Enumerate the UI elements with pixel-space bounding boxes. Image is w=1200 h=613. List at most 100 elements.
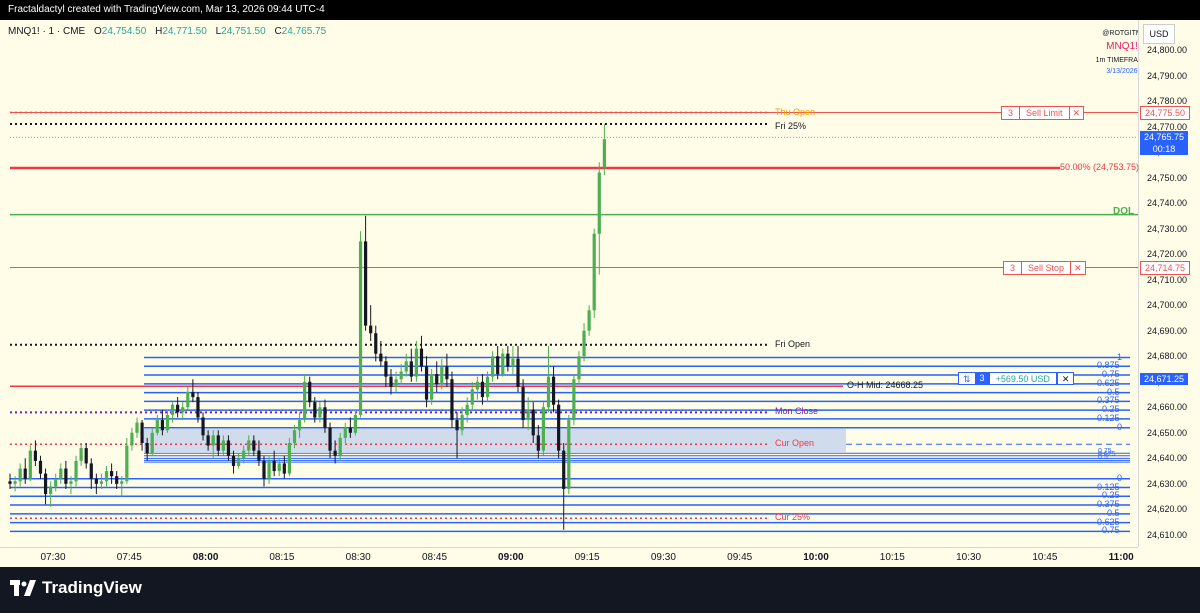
price-tick: 24,620.00: [1147, 504, 1188, 515]
candle-body: [480, 381, 485, 398]
candle-body: [201, 417, 205, 436]
time-tick: 10:30: [956, 552, 982, 563]
candle-body: [409, 361, 413, 377]
chart-pane[interactable]: MNQ1! · 1 · CME O24,754.50 H24,771.50 L2…: [0, 20, 1200, 567]
candle-body: [374, 333, 378, 354]
watermark-date: 3/13/2026: [1106, 68, 1138, 75]
candle-body: [313, 402, 317, 418]
candle-body: [592, 233, 596, 311]
legend-high: 24,771.50: [162, 26, 207, 37]
price-tick: 24,740.00: [1147, 198, 1188, 209]
candle-body: [8, 481, 12, 484]
candle-body: [338, 437, 342, 456]
candle-body: [262, 460, 266, 479]
fib-label: 0.375: [1097, 395, 1120, 406]
fib-label: 0: [1117, 472, 1123, 483]
fib-label: 0.125: [1097, 481, 1120, 492]
sell-stop-order[interactable]: 3 Sell Stop ✕: [1003, 260, 1086, 275]
price-tick: 24,700.00: [1147, 300, 1188, 311]
candle-body: [155, 420, 159, 433]
price-tick: 24,690.00: [1147, 325, 1188, 336]
candle-body: [597, 172, 601, 234]
fib-label: 0.875: [1097, 360, 1120, 371]
legend-symbol[interactable]: MNQ1! · 1 · CME: [8, 26, 86, 37]
candle-body: [257, 450, 261, 461]
position-pnl[interactable]: +569.50 USD: [988, 371, 1057, 385]
candle-body: [165, 414, 170, 431]
fib-label: 1: [1117, 351, 1123, 362]
candle-body: [170, 404, 175, 415]
fib-label: 0.625: [1098, 451, 1116, 459]
candle-body: [247, 440, 251, 451]
sell-limit-order-close-icon[interactable]: ✕: [1068, 106, 1084, 119]
sell-stop-order-qty[interactable]: 3: [1004, 261, 1023, 274]
candle-body: [577, 356, 581, 380]
cur-open-label: Cur Open: [775, 438, 815, 449]
time-tick: 09:45: [727, 552, 753, 563]
sell-limit-order-label[interactable]: Sell Limit: [1026, 107, 1063, 118]
candle-body: [176, 404, 180, 413]
candle-body: [303, 381, 307, 421]
candle-body: [13, 481, 17, 484]
candle-body: [394, 379, 398, 387]
price-tick: 24,720.00: [1147, 249, 1188, 260]
fib-label: 0.75: [1102, 369, 1120, 380]
candle-body: [272, 460, 276, 472]
price-tick: 24,680.00: [1147, 351, 1188, 362]
candle-body: [267, 460, 271, 479]
position-widget[interactable]: ⇅ 3 +569.50 USD ✕: [958, 371, 1075, 385]
candle-body: [18, 468, 22, 482]
position-close-icon[interactable]: ✕: [1056, 371, 1075, 385]
snapshot-header-text: Fractaldactyl created with TradingView.c…: [8, 4, 325, 15]
watermark-info: @ROTGITM MNQ1! 1m TIMEFRAME 3/13/2026: [1090, 28, 1154, 77]
sell-limit-order-qty[interactable]: 3: [1002, 106, 1021, 119]
price-tick: 24,660.00: [1147, 402, 1188, 413]
candle-body: [135, 422, 139, 433]
candle-body: [384, 361, 388, 377]
current-price-value: 24,765.75: [1143, 132, 1185, 143]
candle-body: [414, 348, 418, 377]
position-qty[interactable]: 3: [975, 371, 989, 385]
candle-body: [389, 376, 393, 387]
candle-body: [130, 432, 134, 446]
sell-stop-order-close-icon[interactable]: ✕: [1070, 261, 1085, 274]
candle-body: [572, 379, 576, 421]
candle-body: [582, 330, 586, 357]
time-tick: 10:15: [879, 552, 905, 563]
sell-limit-order[interactable]: 3 Sell Limit ✕: [1001, 105, 1085, 120]
candle-body: [399, 371, 403, 380]
position-reverse-icon[interactable]: ⇅: [958, 371, 976, 385]
time-axis[interactable]: 07:30 07:45 08:00 08:15 08:30 08:45 09:00 09:15…: [0, 547, 1138, 567]
candle-body: [120, 481, 124, 484]
tradingview-logo[interactable]: TradingView: [10, 578, 142, 598]
candle-body: [323, 407, 327, 428]
candle-body: [551, 376, 556, 405]
candle-body: [496, 356, 500, 375]
legend-open: 24,754.50: [101, 26, 147, 37]
price-axis[interactable]: 24,800.00 24,790.00 24,780.00 24,770.00 24,7…: [1138, 20, 1200, 547]
price-tick: 24,610.00: [1147, 529, 1188, 540]
candle-body: [440, 366, 444, 385]
candle-body: [216, 435, 220, 451]
fib-label: 0.5: [1107, 507, 1120, 518]
candle-body: [231, 455, 236, 466]
sell-stop-order-label[interactable]: Sell Stop: [1028, 262, 1065, 273]
fib-label: 0.25: [1102, 490, 1120, 501]
candle-body: [328, 427, 332, 451]
candle-body: [282, 463, 286, 474]
watermark-timeframe: 1m TIMEFRAME: [1095, 57, 1149, 64]
currency-button[interactable]: USD: [1143, 24, 1175, 44]
fib-label: 0.625: [1097, 377, 1120, 388]
time-tick: 10:00: [803, 552, 829, 563]
candle-body: [531, 409, 535, 436]
candle-body: [602, 139, 606, 168]
candle-body: [511, 358, 515, 367]
price-tick: 24,780.00: [1147, 96, 1188, 107]
candle-body: [424, 366, 429, 400]
snapshot-header: Fractaldactyl created with TradingView.c…: [0, 0, 1200, 20]
chart-plot[interactable]: [0, 20, 1138, 547]
candle-body: [191, 391, 195, 398]
oh-mid-label: O-H Mid: 24668.25: [847, 380, 924, 391]
cur-25-label: Cur 25%: [775, 512, 811, 523]
candle-body: [333, 450, 337, 456]
